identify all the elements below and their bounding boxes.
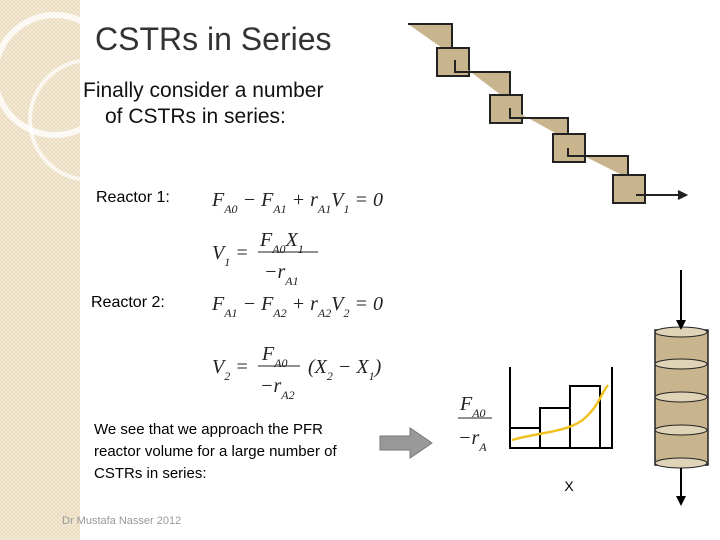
equation: FA0 − FA1 + rA1V1 = 0 <box>211 189 383 216</box>
eq-subscript: 1 <box>298 242 304 256</box>
eq-term: X <box>285 229 299 251</box>
eq-term: V <box>212 242 227 264</box>
eq-term: ) <box>374 356 382 378</box>
arrow <box>379 427 433 459</box>
eq-term: = <box>230 356 249 378</box>
equation: −rA1 <box>264 261 299 288</box>
footer: Dr Mustafa Nasser 2012 <box>62 515 181 527</box>
eq-subscript: 1 <box>343 202 349 216</box>
eq-subscript: 1 <box>369 369 375 383</box>
side-strip <box>0 0 80 540</box>
eq-subscript: A2 <box>272 306 286 320</box>
eq-term: = 0 <box>349 293 383 315</box>
eq-term: F <box>459 393 473 415</box>
eq-subscript: 2 <box>327 369 333 383</box>
eq-term: V <box>331 293 346 315</box>
eq-subscript: A1 <box>223 306 237 320</box>
eq-subscript: A <box>478 440 487 454</box>
eq-subscript: 2 <box>224 369 230 383</box>
intro: of CSTRs in series: <box>105 105 286 128</box>
eq-term: F <box>261 343 275 365</box>
eq-subscript: A1 <box>284 274 298 288</box>
eq-subscript: A2 <box>280 388 294 402</box>
equation: FA0X1 <box>259 229 304 256</box>
equation: −rA2 <box>260 375 295 402</box>
reactor-label: Reactor 1: <box>96 189 170 206</box>
eq-term: F <box>259 229 273 251</box>
equation: (X2 − X1) <box>308 356 382 383</box>
eq-term: F <box>211 293 225 315</box>
conclusion: reactor volume for a large number of <box>94 443 337 460</box>
eq-term: F <box>211 189 225 211</box>
eq-subscript: A0 <box>271 242 285 256</box>
decor <box>28 58 152 182</box>
eq-term: − <box>238 293 262 315</box>
eq-term: = 0 <box>349 189 383 211</box>
eq-subscript: A1 <box>317 202 331 216</box>
eq-term: F <box>260 293 274 315</box>
cstr-train <box>408 23 689 204</box>
equation: FA0 <box>261 343 288 370</box>
eq-subscript: A0 <box>273 356 287 370</box>
equation: V1 = <box>212 242 249 269</box>
conclusion: CSTRs in series: <box>94 465 207 482</box>
eq-subscript: 1 <box>224 255 230 269</box>
intro: Finally consider a number <box>83 79 323 102</box>
eq-term: + r <box>287 293 318 315</box>
eq-subscript: A2 <box>317 306 331 320</box>
eq-term: F <box>260 189 274 211</box>
eq-term: −r <box>260 375 281 397</box>
eq-term: − <box>238 189 262 211</box>
reactor-label: Reactor 2: <box>91 294 165 311</box>
eq-term: + r <box>287 189 318 211</box>
eq-term: = <box>230 242 249 264</box>
eq-term: (X <box>308 356 328 378</box>
conclusion: We see that we approach the PFR <box>94 421 323 438</box>
eq-term: − X <box>333 356 369 378</box>
equation: FA0 <box>459 393 486 420</box>
equation: −rA <box>458 427 487 454</box>
eq-subscript: 2 <box>343 306 349 320</box>
pfr <box>654 270 709 506</box>
eq-subscript: A1 <box>272 202 286 216</box>
equation: V2 = <box>212 356 249 383</box>
plot <box>509 367 613 449</box>
equation: FA1 − FA2 + rA2V2 = 0 <box>211 293 383 320</box>
eq-term: V <box>212 356 227 378</box>
eq-subscript: A0 <box>471 406 485 420</box>
eq-subscript: A0 <box>223 202 237 216</box>
eq-term: V <box>331 189 346 211</box>
eq-term: −r <box>458 427 479 449</box>
x-label: X <box>564 478 574 494</box>
decor <box>0 12 118 138</box>
eq-term: −r <box>264 261 285 283</box>
title: CSTRs in Series <box>95 21 332 57</box>
